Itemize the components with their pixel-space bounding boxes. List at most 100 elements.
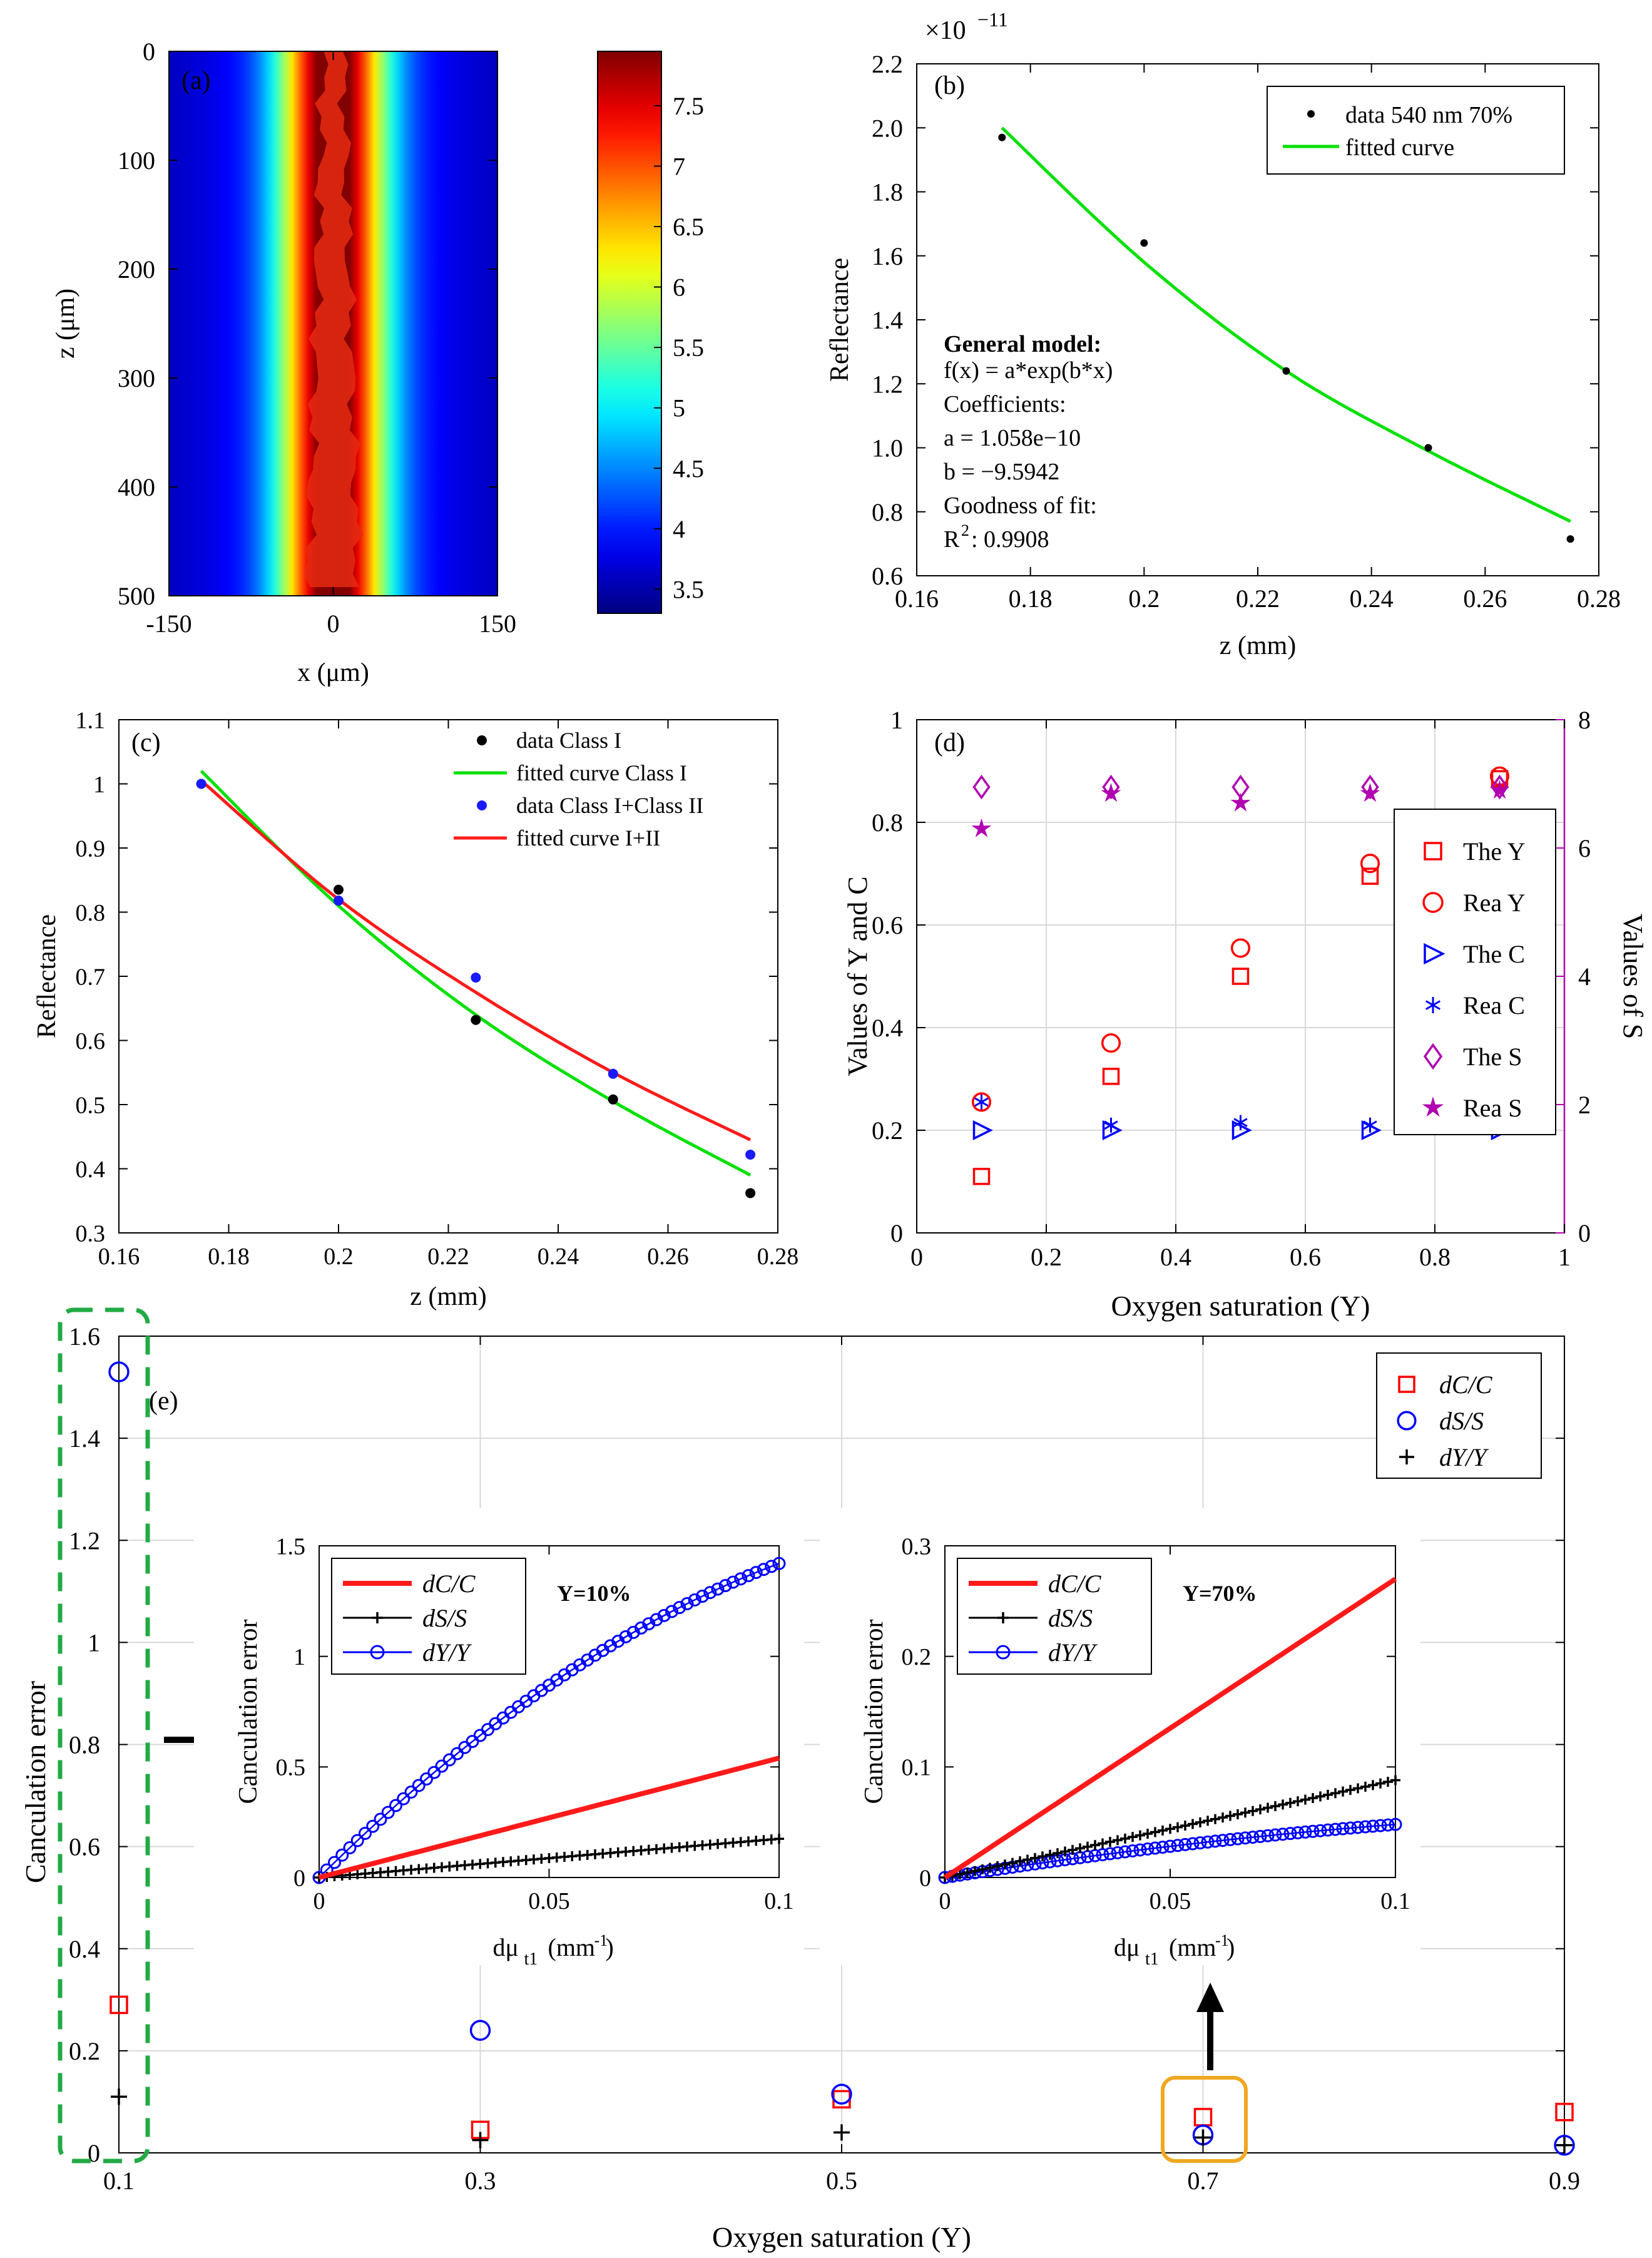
marker-circle [1554,2135,1575,2156]
dY-marker [1141,1842,1155,1856]
dS-marker [1038,1851,1048,1862]
y-axis-label: Reflectance [825,258,854,382]
y-tick-label: 1.6 [872,242,903,270]
dS-marker [1180,1821,1190,1831]
x-tick-label: 1 [1558,1243,1571,1271]
exponent-power: −11 [977,8,1008,31]
dS-marker [962,1867,972,1878]
marker-star [971,818,992,837]
y-tick-label: 0.5 [276,1755,306,1781]
panel-c: 0.16 0.18 0.2 0.22 0.24 0.26 0.28 0.3 0.4 0.5 0.6 0… [33,707,798,1311]
y-tick-label: 0.5 [76,1092,106,1118]
fitted-curve-line [1001,126,1571,523]
marker-circle [1101,1033,1121,1053]
marker-asterisk-arm-2 [1104,1120,1118,1130]
dY-marker [1381,1818,1395,1832]
inset-x-axis-subscript: t1 [1145,1949,1159,1969]
marker-plus [472,2132,489,2148]
inset-x-axis-subscript: t1 [524,1949,538,1969]
dY-marker [1328,1822,1342,1836]
colorbar-tick-label: 5 [673,394,685,422]
dY-marker [359,1827,372,1841]
legend-label: Rea Y [1463,889,1526,917]
y-tick-label: 0.2 [69,2037,100,2065]
y-tick-label: 300 [118,364,155,392]
x-tick-label: 0.1 [103,2167,135,2195]
dS-marker [1090,1840,1100,1851]
legend-box [1394,809,1556,1135]
dY-marker [335,1848,349,1862]
y2-tick-label: 4 [1578,963,1591,991]
dY-marker [1321,1823,1335,1837]
legend-label: dY/Y [1439,1443,1489,1471]
dY-marker [412,1779,426,1792]
dY-marker [680,1596,694,1610]
marker-circle [1230,938,1251,958]
legend: The Y Rea Y The C Rea C The S Rea S [1394,809,1556,1135]
dY-marker [1186,1837,1200,1851]
panel-label-e: (e) [149,1387,178,1416]
dY-marker [381,1806,395,1819]
dY-marker [703,1586,717,1600]
y-tick-label: 0.4 [76,1157,106,1183]
colorbar-tick-label: 3.5 [673,575,704,603]
colorbar-tick-label: 7.5 [673,92,704,120]
beam-core [304,51,364,588]
legend-label: dC/C [1439,1371,1493,1399]
marker-square [972,1168,991,1185]
y-tick-label: 1.4 [872,306,903,334]
inset-legend-label: dS/S [422,1604,467,1632]
panel-a: -150 0 150 0 100 200 300 400 500 x (μm) z (μm) (a) 3… [51,38,704,687]
panel-d: 0 0.2 0.4 0.6 0.8 100.20.40.60.8102468Oxygen … [842,706,1648,1322]
marker-asterisk [1104,1117,1118,1133]
dS-marker [985,1862,995,1873]
legend-label: The S [1463,1043,1522,1071]
legend-label: The Y [1463,837,1526,866]
annotation-line: Coefficients: [944,391,1066,417]
data-point [745,1149,756,1160]
data-point [1140,239,1148,247]
dS-marker [1165,1824,1175,1834]
dS-marker [1353,1783,1363,1794]
marker-square [1231,968,1250,985]
dY-marker [1336,1822,1350,1836]
y-tick-label: 1.6 [69,1322,100,1351]
dY-marker [328,1856,341,1869]
y2-tick-label: 0 [1578,1219,1591,1247]
dS-marker [1248,1806,1258,1816]
marker-circle [108,1361,130,1382]
marker-plus [111,2088,127,2105]
inset-x-axis-superscript: -1 [1215,1931,1229,1949]
data-point [608,1068,618,1079]
arrow-to-inset2-head [1196,1983,1224,2012]
dS-marker [1098,1838,1108,1849]
x-tick-label: 0 [939,1888,951,1914]
dY-marker [389,1799,402,1812]
dS-marker [1255,1804,1265,1815]
marker-asterisk-arm-2 [1363,1120,1377,1130]
legend-label: The C [1463,940,1525,968]
dY-marker [1216,1834,1230,1847]
inset-legend: dC/C dS/S dY/Y [957,1558,1152,1675]
x-tick-label: 0.2 [324,1244,354,1270]
inset-x-axis-superscript: -1 [594,1931,608,1949]
y-tick-label: 0.7 [76,964,106,990]
marker-plus [1556,2137,1573,2153]
annotation-line: a = 1.058e−10 [944,425,1081,451]
legend-label: fitted curve I+II [516,825,660,851]
dS-marker [1068,1844,1078,1855]
x-tick-label: 0.26 [1463,585,1507,613]
x-tick-label: 0.1 [764,1888,794,1914]
y-tick-label: 0.1 [902,1755,932,1781]
y-tick-label: 0.8 [872,498,903,526]
inset-legend: dC/C dS/S dY/Y [331,1558,526,1675]
y-tick-label: 0.9 [76,835,106,862]
annotation-line: b = −9.5942 [944,459,1059,485]
marker-plus [834,2124,850,2141]
dY-marker [665,1605,678,1618]
y-tick-label: 1 [890,706,903,734]
dS-marker [1345,1785,1355,1796]
y-tick-label: 0 [890,1219,903,1247]
dY-marker [1298,1825,1312,1839]
dS-marker [1128,1832,1138,1842]
